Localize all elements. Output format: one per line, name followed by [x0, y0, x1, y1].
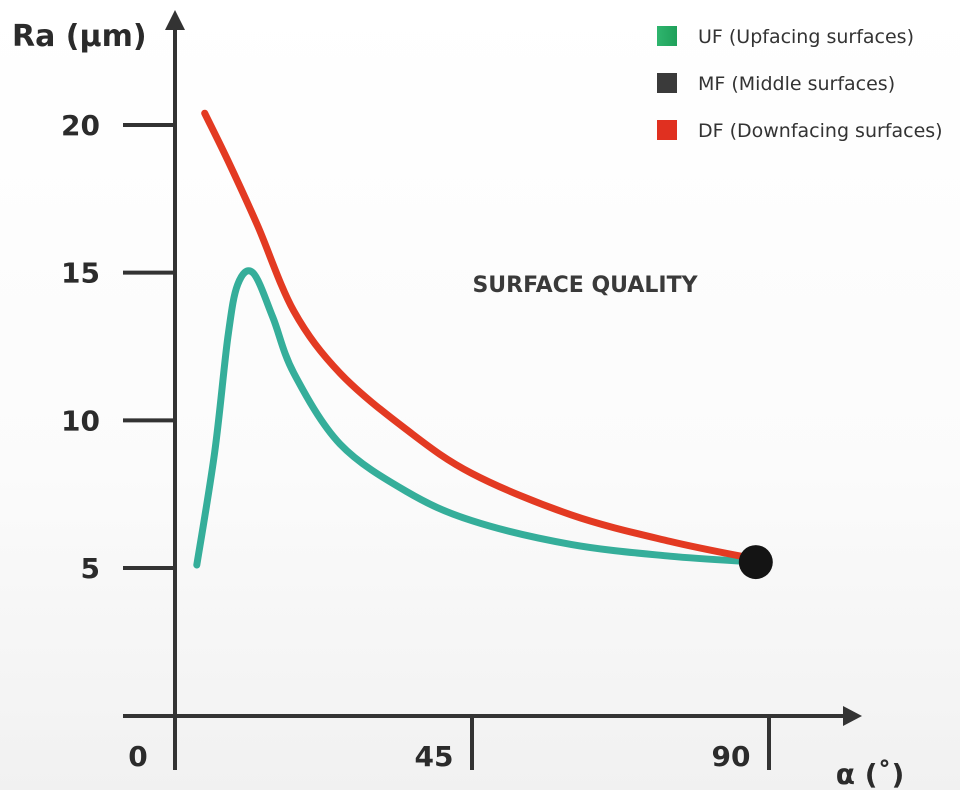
y-axis-title: Ra (µm) — [12, 19, 147, 54]
legend-swatch — [657, 73, 677, 93]
legend: UF (Upfacing surfaces) MF (Middle surface… — [657, 26, 943, 142]
x-tick-label: 45 — [415, 740, 454, 773]
series-line-downfacing — [201, 109, 760, 563]
axes: 5 10 15 20 0 45 90 Ra (µm) α (˚) — [12, 10, 904, 790]
legend-label: DF (Downfacing surfaces) — [698, 120, 943, 142]
x-axis-title: α (˚) — [836, 758, 905, 790]
y-tick-label: 10 — [61, 404, 100, 437]
y-tick-label: 20 — [61, 109, 100, 142]
y-tick-label: 5 — [81, 552, 100, 585]
legend-swatch — [657, 120, 677, 140]
y-axis-arrow — [165, 10, 185, 30]
marker-layer — [738, 545, 773, 580]
point-marker-middle — [738, 545, 773, 580]
legend-label: MF (Middle surfaces) — [698, 73, 895, 95]
series-layer — [193, 109, 760, 569]
y-tick-label: 15 — [61, 257, 100, 290]
series-line-upfacing — [193, 267, 760, 569]
x-axis-arrow — [843, 706, 862, 726]
x-tick-label: 90 — [712, 740, 751, 773]
legend-swatch — [657, 26, 677, 46]
chart-annotation: SURFACE QUALITY — [472, 273, 698, 298]
legend-label: UF (Upfacing surfaces) — [698, 26, 914, 48]
x-tick-label: 0 — [128, 740, 147, 773]
